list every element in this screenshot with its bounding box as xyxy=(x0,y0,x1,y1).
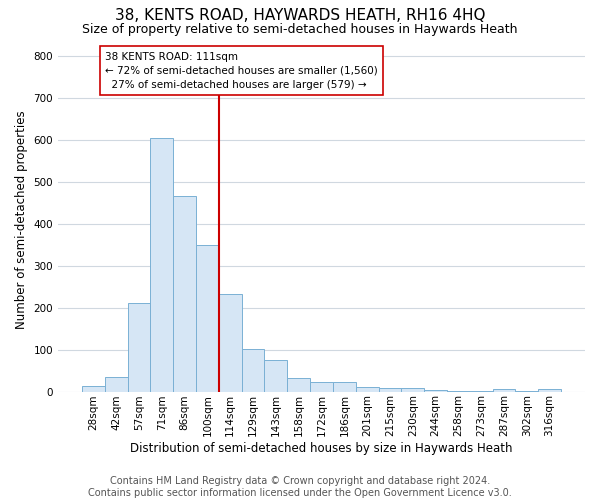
Bar xyxy=(242,349,265,392)
Bar xyxy=(401,388,424,392)
Bar xyxy=(265,360,287,392)
Text: Size of property relative to semi-detached houses in Haywards Heath: Size of property relative to semi-detach… xyxy=(82,22,518,36)
Bar xyxy=(196,244,219,392)
X-axis label: Distribution of semi-detached houses by size in Haywards Heath: Distribution of semi-detached houses by … xyxy=(130,442,513,455)
Bar xyxy=(379,388,401,392)
Y-axis label: Number of semi-detached properties: Number of semi-detached properties xyxy=(15,110,28,329)
Bar xyxy=(82,386,105,392)
Bar xyxy=(128,304,151,392)
Bar xyxy=(493,390,515,392)
Bar xyxy=(538,389,561,392)
Bar xyxy=(447,390,470,392)
Bar xyxy=(310,382,333,392)
Bar xyxy=(173,196,196,392)
Bar xyxy=(219,294,242,392)
Bar xyxy=(356,387,379,392)
Text: Contains HM Land Registry data © Crown copyright and database right 2024.
Contai: Contains HM Land Registry data © Crown c… xyxy=(88,476,512,498)
Bar xyxy=(424,390,447,392)
Bar xyxy=(105,377,128,392)
Text: 38 KENTS ROAD: 111sqm
← 72% of semi-detached houses are smaller (1,560)
  27% of: 38 KENTS ROAD: 111sqm ← 72% of semi-deta… xyxy=(105,52,377,90)
Bar xyxy=(151,138,173,392)
Text: 38, KENTS ROAD, HAYWARDS HEATH, RH16 4HQ: 38, KENTS ROAD, HAYWARDS HEATH, RH16 4HQ xyxy=(115,8,485,22)
Bar xyxy=(287,378,310,392)
Bar xyxy=(333,382,356,392)
